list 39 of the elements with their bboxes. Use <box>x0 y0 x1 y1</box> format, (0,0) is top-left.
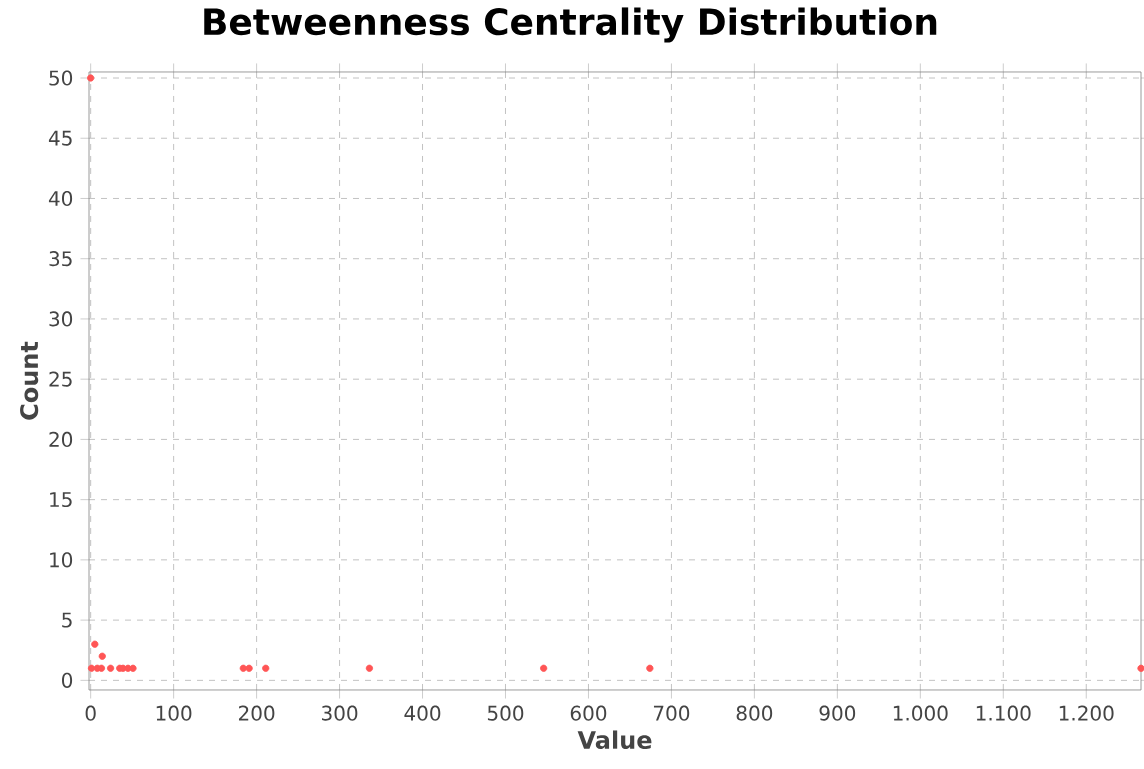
y-tick-label: 10 <box>50 552 73 568</box>
x-axis-title: Value <box>577 730 652 750</box>
x-tick-label: 500 <box>487 705 524 721</box>
y-tick-label: 20 <box>49 431 73 447</box>
point <box>245 664 253 672</box>
point <box>87 74 95 82</box>
point <box>646 664 654 672</box>
x-tick-label: 1.000 <box>893 705 948 721</box>
point <box>365 664 374 672</box>
point <box>239 664 247 672</box>
y-tick-label: 15 <box>50 492 72 508</box>
y-tick-label: 35 <box>49 251 72 267</box>
y-tick-label: 0 <box>62 672 73 688</box>
x-tick-label: 200 <box>238 705 275 721</box>
point <box>106 664 115 672</box>
y-tick-label: 45 <box>48 130 72 146</box>
point <box>87 664 96 672</box>
x-tick-label: 900 <box>819 705 856 721</box>
point <box>98 652 106 660</box>
x-tick-label: 800 <box>736 705 773 721</box>
y-axis-title: Count <box>20 341 39 420</box>
y-tick-label: 5 <box>62 612 72 628</box>
point <box>129 664 137 672</box>
x-tick-label: 400 <box>404 705 441 721</box>
x-tick-label: 1.100 <box>976 705 1031 721</box>
y-tick-label: 40 <box>48 190 73 207</box>
x-tick-label: 700 <box>653 705 690 721</box>
x-tick-label: 600 <box>570 705 607 721</box>
y-tick-label: 25 <box>49 371 72 387</box>
y-tick-label: 30 <box>49 311 73 327</box>
point <box>540 664 548 672</box>
point <box>91 640 99 648</box>
y-tick-label: 50 <box>49 70 73 86</box>
x-tick-label: 300 <box>322 705 358 721</box>
x-tick-label: 100 <box>156 705 192 721</box>
point <box>262 664 270 672</box>
chart-title: Betweenness Centrality Distribution <box>204 7 937 43</box>
x-tick-label: 0 <box>85 705 96 721</box>
x-tick-label: 1.200 <box>1059 705 1114 721</box>
